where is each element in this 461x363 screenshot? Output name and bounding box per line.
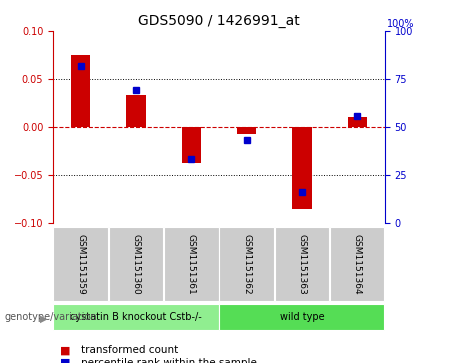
Bar (348, 118, 367, 127)
Text: GSM1151364: GSM1151364 (353, 234, 362, 294)
Text: GSM1151360: GSM1151360 (131, 234, 141, 294)
Text: wild type: wild type (280, 312, 324, 322)
Text: GSM1151359: GSM1151359 (76, 234, 85, 294)
Text: cystatin B knockout Cstb-/-: cystatin B knockout Cstb-/- (70, 312, 202, 322)
Title: GDS5090 / 1426991_at: GDS5090 / 1426991_at (138, 15, 300, 28)
Text: GSM1151363: GSM1151363 (297, 234, 307, 294)
Text: 100%: 100% (387, 19, 415, 29)
Bar (182, 127, 201, 163)
Text: percentile rank within the sample: percentile rank within the sample (81, 358, 257, 363)
Text: ■: ■ (60, 345, 71, 355)
Text: ■: ■ (60, 358, 71, 363)
Bar (126, 95, 146, 127)
Text: GSM1151362: GSM1151362 (242, 234, 251, 294)
Bar (71, 55, 90, 127)
Text: transformed count: transformed count (81, 345, 178, 355)
Text: genotype/variation: genotype/variation (5, 312, 97, 322)
Bar (292, 127, 312, 209)
Text: ▶: ▶ (40, 314, 47, 324)
Text: GSM1151361: GSM1151361 (187, 234, 196, 294)
Bar (237, 127, 256, 134)
